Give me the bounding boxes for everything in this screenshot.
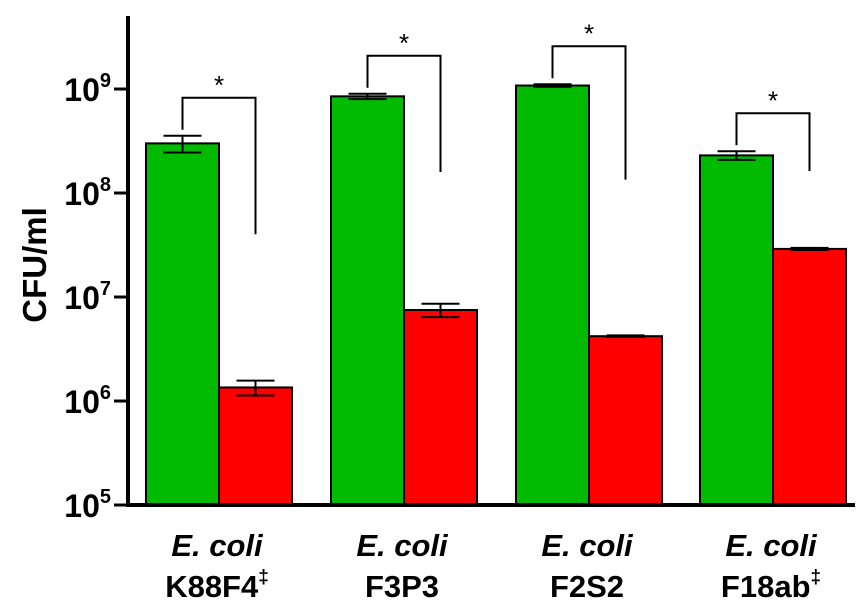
category-label-species: E. coli xyxy=(171,528,264,563)
significance-marker: * xyxy=(214,70,224,100)
bar-series2-1 xyxy=(218,386,293,506)
error-bar-series1-2 xyxy=(348,92,387,101)
y-tick-label: 109 xyxy=(64,70,111,108)
y-axis-ticks: 105 106 107 108 109 xyxy=(64,70,128,524)
error-bar-series2-4 xyxy=(790,246,829,252)
error-bars xyxy=(163,83,829,397)
significance-marker: * xyxy=(584,18,594,48)
y-tick-label: 107 xyxy=(64,278,111,316)
error-bar-series1-4 xyxy=(717,150,756,161)
bar-series2-2 xyxy=(403,308,478,506)
y-tick-label: 108 xyxy=(64,174,111,212)
bar-series2-3 xyxy=(588,335,663,506)
significance-brackets: * * * * xyxy=(181,18,811,235)
significance-bracket-1: * xyxy=(181,70,257,235)
bar-series2-4 xyxy=(772,247,847,506)
error-bar-series2-1 xyxy=(236,379,275,397)
y-axis-label: CFU/ml xyxy=(16,207,53,323)
significance-bracket-2: * xyxy=(366,28,442,172)
significance-bracket-3: * xyxy=(551,18,627,180)
bars xyxy=(145,84,847,507)
category-label-strain: F3P3 xyxy=(365,569,439,604)
error-bar-series2-2 xyxy=(421,302,460,319)
category-label-species: E. coli xyxy=(725,528,818,563)
bar-series1-2 xyxy=(330,95,405,507)
category-label-species: E. coli xyxy=(356,528,449,563)
bar-series1-4 xyxy=(699,154,774,506)
category-label-strain: F2S2 xyxy=(550,569,624,604)
category-labels: E. coli K88F4‡ E. coli F3P3 E. coli F2S2 E. co… xyxy=(165,528,821,604)
significance-bracket-4: * xyxy=(735,85,811,171)
error-bar-series1-3 xyxy=(533,83,572,88)
category-label-species: E. coli xyxy=(541,528,634,563)
error-bar-series2-3 xyxy=(606,334,645,339)
category-label-strain: F18ab‡ xyxy=(721,567,821,604)
significance-marker: * xyxy=(768,85,778,115)
bar-series1-3 xyxy=(515,84,590,506)
y-tick-label: 106 xyxy=(64,382,111,420)
y-tick-label: 105 xyxy=(64,486,111,524)
error-bar-series1-1 xyxy=(163,134,202,154)
category-label-strain: K88F4‡ xyxy=(165,567,269,604)
significance-marker: * xyxy=(399,28,409,58)
bar-series1-1 xyxy=(145,142,220,506)
